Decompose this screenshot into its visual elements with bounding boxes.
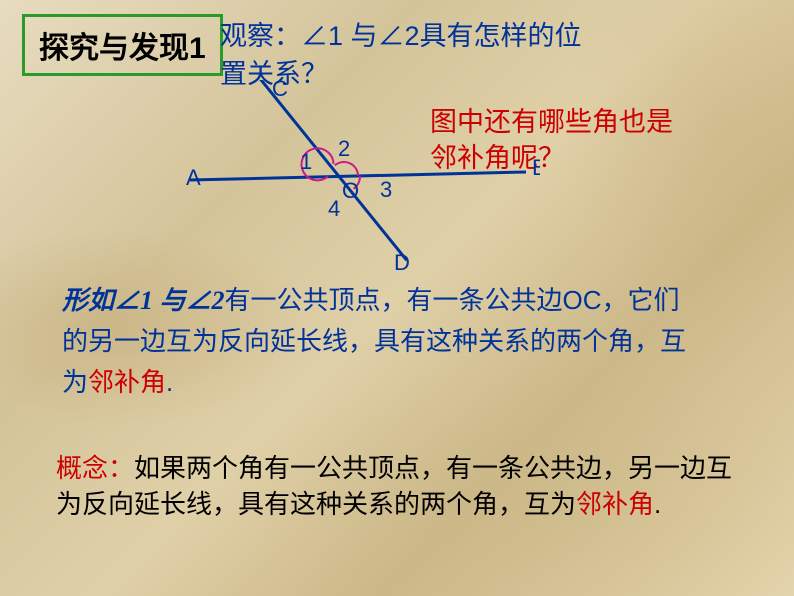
- svg-text:B: B: [532, 155, 540, 180]
- svg-text:O: O: [342, 178, 359, 203]
- title-box: 探究与发现1: [22, 14, 223, 76]
- svg-text:1: 1: [300, 149, 312, 174]
- concept-label: 概念：: [56, 453, 134, 483]
- diagram-svg: A B C D O 1 2 3 4: [180, 80, 540, 270]
- body-s3: 邻补角: [88, 367, 166, 397]
- svg-text:2: 2: [338, 136, 350, 161]
- svg-text:D: D: [394, 250, 410, 270]
- svg-text:4: 4: [328, 196, 340, 221]
- concept-paragraph: 概念：如果两个角有一公共顶点，有一条公共边，另一边互为反向延长线，具有这种关系的…: [56, 450, 746, 523]
- angles-diagram: A B C D O 1 2 3 4: [180, 80, 540, 270]
- observe-l1: 观察：∠1 与∠2具有怎样的位: [220, 21, 582, 51]
- concept-end: .: [654, 489, 661, 519]
- svg-text:C: C: [272, 80, 288, 101]
- body-paragraph: 形如∠1 与∠2有一公共顶点，有一条公共边OC，它们的另一边互为反向延长线，具有…: [62, 280, 702, 402]
- concept-term: 邻补角: [576, 489, 654, 519]
- body-s1: 形如∠1 与∠2: [62, 286, 225, 315]
- svg-text:A: A: [186, 165, 201, 190]
- body-s4: .: [166, 367, 173, 397]
- svg-text:3: 3: [380, 177, 392, 202]
- title-text: 探究与发现1: [39, 32, 206, 65]
